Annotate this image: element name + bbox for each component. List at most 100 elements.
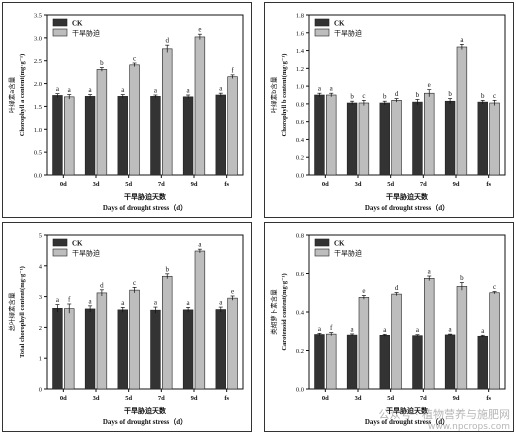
bar-ck (84, 96, 96, 176)
significance-letter: e (428, 81, 431, 89)
significance-letter: d (395, 284, 399, 292)
y-tick-label: 4 (39, 263, 43, 270)
x-tick-label: fs (224, 181, 229, 188)
bar-ck (346, 102, 358, 176)
significance-letter: c (133, 55, 136, 63)
legend-label: CK (72, 20, 83, 28)
bar-ck (444, 100, 456, 176)
x-tick-label: fs (224, 395, 229, 402)
legend-swatch (52, 18, 68, 27)
y-tick-label: 5 (39, 233, 42, 240)
y-axis-label-en: Chorophyll a content(mg·g⁻¹) (19, 54, 26, 137)
y-tick-label: 1.0 (296, 84, 304, 91)
significance-letter: a (318, 85, 322, 93)
legend-label: CK (72, 240, 83, 248)
legend-swatch (314, 28, 330, 37)
x-tick-label: 5d (387, 181, 394, 188)
bar-ck (52, 95, 63, 176)
significance-letter: a (68, 86, 72, 94)
y-tick-label: 0.0 (296, 387, 304, 394)
y-tick-label: 1.5 (34, 104, 42, 111)
x-axis-label-en: Days of drought stress（d） (103, 418, 187, 426)
significance-letter: a (154, 299, 158, 307)
plot-frame (46, 234, 244, 390)
significance-letter: a (351, 325, 355, 333)
bar-drought (358, 297, 370, 390)
significance-letter: b (448, 90, 452, 98)
bar-drought (96, 292, 108, 390)
y-axis-label-en: Carotenoid content(mg·g⁻¹) (281, 273, 288, 350)
bar-ck (215, 94, 226, 176)
bar-ck (379, 334, 390, 390)
y-tick-label: 2.0 (34, 81, 42, 88)
bar-ck (182, 309, 194, 390)
x-tick-label: 7d (158, 395, 165, 402)
legend-swatch (52, 248, 68, 257)
x-tick-label: 9d (453, 395, 460, 402)
significance-letter: a (187, 87, 191, 95)
plot-frame (308, 234, 506, 390)
bar-ck (477, 335, 488, 390)
significance-letter: a (460, 36, 464, 44)
legend-label: 干旱胁迫 (72, 29, 100, 38)
significance-letter: a (154, 87, 158, 95)
bar-drought (456, 286, 468, 390)
bar-drought (129, 64, 140, 176)
y-tick-label: 1.4 (296, 48, 305, 55)
bar-drought (194, 36, 206, 176)
significance-letter: a (56, 296, 60, 304)
bar-ck (444, 334, 456, 390)
significance-letter: c (133, 279, 136, 287)
significance-letter: f (330, 324, 333, 332)
bar-drought (489, 102, 500, 176)
y-tick-label: 3.0 (34, 35, 42, 42)
x-tick-label: 3d (93, 181, 100, 188)
significance-letter: a (121, 299, 125, 307)
x-tick-label: 3d (355, 395, 362, 402)
bar-drought (326, 333, 337, 390)
legend-label: 干旱胁迫 (334, 249, 362, 258)
significance-letter: b (100, 59, 104, 67)
x-tick-label: 5d (387, 395, 394, 402)
y-tick-label: 0.2 (296, 348, 304, 355)
x-axis-label-cn: 干旱胁迫天数 (124, 192, 167, 201)
x-tick-label: 0d (60, 181, 67, 188)
y-tick-label: 1.0 (34, 127, 42, 134)
bar-ck (150, 309, 161, 390)
bar-drought (227, 76, 238, 176)
chart-chlorophyll-a: 0.0 0.5 1.0 1.5 2.0 2.5 3.0 3.5 叶绿素a含量 Chorophyll… (7, 13, 244, 212)
bar-drought (424, 92, 435, 176)
x-tick-label: 0d (60, 395, 67, 402)
chart-total-chlorophyll: 0 1 2 3 4 5 总叶绿素含量 Total chorophyll content(mg·… (7, 233, 244, 426)
watermark: 公众号 · 植物营养与施肥网 www.npcrops.com (379, 406, 511, 432)
chart-panel-carotenoid: 0.0 0.2 0.4 0.6 0.8 类胡萝卜素含量 Carotenoid content… (264, 222, 514, 432)
x-tick-label: 5d (125, 181, 132, 188)
significance-letter: a (89, 297, 93, 305)
y-tick-label: 2.5 (34, 58, 42, 65)
significance-letter: e (362, 287, 365, 295)
y-tick-label: 3 (39, 294, 42, 301)
y-axis-label-cn: 叶绿素a含量 (7, 76, 16, 113)
significance-letter: a (121, 86, 125, 94)
significance-letter: a (428, 268, 432, 276)
x-tick-label: 9d (191, 181, 198, 188)
chart-panel-chlorophyll-a: 0.0 0.5 1.0 1.5 2.0 2.5 3.0 3.5 叶绿素a含量 Chorophyll… (2, 2, 252, 218)
significance-letter: c (493, 92, 496, 100)
bar-drought (227, 297, 238, 390)
significance-letter: a (219, 85, 223, 93)
significance-letter: d (165, 37, 169, 45)
x-axis-label-cn: 干旱胁迫天数 (124, 406, 167, 415)
watermark-url: www.npcrops.com (428, 422, 510, 432)
significance-letter: f (68, 295, 71, 303)
bar-drought (162, 48, 173, 176)
bar-drought (391, 100, 402, 176)
bar-ck (379, 102, 390, 176)
legend-swatch (52, 238, 68, 247)
significance-letter: b (416, 91, 420, 99)
y-tick-label: 3.5 (34, 13, 42, 20)
legend-label: CK (334, 240, 345, 248)
bar-drought (64, 96, 75, 176)
y-axis-label-en: Total chorophyll content(mg·g⁻¹) (19, 266, 26, 358)
bar-ck (215, 309, 226, 390)
significance-letter: a (383, 326, 387, 334)
